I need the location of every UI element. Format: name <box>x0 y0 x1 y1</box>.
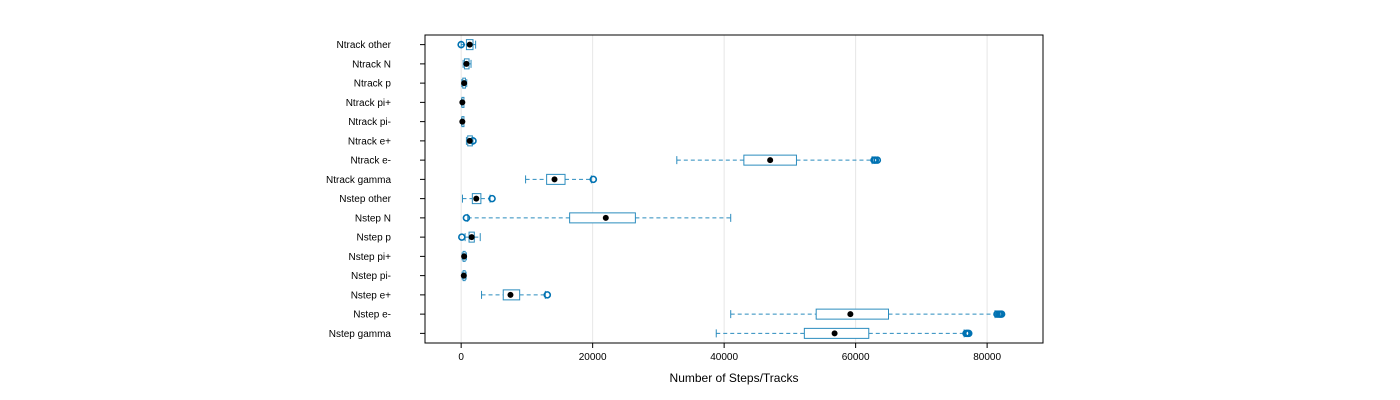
y-tick-label: Ntrack pi+ <box>346 98 391 109</box>
x-tick-labels: 0 20000 40000 60000 80000 <box>458 343 1001 363</box>
median-dot <box>459 118 466 125</box>
box-ntrack-e- <box>676 154 882 166</box>
median-dot <box>507 291 514 298</box>
median-dot <box>461 80 468 87</box>
outlier-point <box>589 175 598 184</box>
box-nstep-pi- <box>460 270 467 282</box>
outlier-point <box>543 291 552 299</box>
y-tick-label: Ntrack e- <box>350 156 391 167</box>
x-tick-label: 60000 <box>842 352 870 363</box>
median-dot <box>468 234 475 241</box>
y-tick-label: Ntrack pi- <box>348 117 391 128</box>
gridlines <box>460 35 988 343</box>
y-tick-labels: Nstep gamma Nstep e- Nstep e+ Nstep pi- Nste… <box>326 40 425 340</box>
box-nstep-pi- <box>461 250 468 262</box>
x-tick-label: 0 <box>458 352 464 363</box>
median-dot <box>473 195 480 202</box>
median-dot <box>767 157 774 164</box>
y-tick-label: Nstep other <box>339 194 391 205</box>
outlier-point <box>488 194 496 203</box>
y-tick-label: Nstep gamma <box>329 329 392 340</box>
plot-frame <box>424 34 1044 344</box>
x-tick-label: 80000 <box>973 352 1001 363</box>
box-ntrack-pi- <box>459 116 466 128</box>
y-tick-label: Ntrack e+ <box>348 136 391 147</box>
median-dot <box>847 311 854 318</box>
median-dot <box>602 214 609 221</box>
y-tick-label: Nstep e- <box>353 310 391 321</box>
box-ntrack-e- <box>465 135 477 147</box>
y-tick-label: Ntrack other <box>337 40 392 51</box>
median-dot <box>466 137 473 144</box>
y-tick-label: Nstep N <box>355 213 391 224</box>
y-tick-label: Nstep p <box>357 233 392 244</box>
box-nstep-other <box>461 193 496 205</box>
y-tick-label: Ntrack p <box>354 79 392 90</box>
box-ntrack-pi- <box>459 96 466 108</box>
box-nstep-n <box>462 212 732 224</box>
median-dot <box>461 253 468 260</box>
box-ntrack-p <box>461 77 468 89</box>
x-tick-label: 40000 <box>710 352 738 363</box>
median-dot <box>463 60 470 67</box>
median-dot <box>459 99 466 106</box>
outlier-point <box>457 40 465 49</box>
box-ntrack-other <box>457 39 477 51</box>
box-nstep-e- <box>481 289 552 301</box>
median-dot <box>460 272 467 279</box>
box-ntrack-gamma <box>525 173 598 185</box>
box-nstep-p <box>458 231 481 243</box>
outlier-point <box>462 214 471 222</box>
outlier-point <box>873 156 882 164</box>
boxes <box>457 39 1006 339</box>
outlier-point <box>964 329 973 338</box>
median-dot <box>831 330 838 337</box>
y-tick-label: Ntrack N <box>352 59 391 70</box>
outlier-point <box>997 310 1006 318</box>
y-tick-label: Nstep pi+ <box>348 252 391 263</box>
x-tick-label: 20000 <box>579 352 607 363</box>
box-ntrack-n <box>462 58 472 70</box>
y-tick-label: Nstep e+ <box>351 290 391 301</box>
y-tick-label: Ntrack gamma <box>326 175 391 186</box>
outlier-point <box>458 233 466 241</box>
box-iqr <box>569 212 636 224</box>
x-axis-title: Number of Steps/Tracks <box>670 371 799 385</box>
median-dot <box>551 176 558 183</box>
median-dot <box>466 41 473 48</box>
box-nstep-gamma <box>715 327 973 339</box>
box-nstep-e- <box>730 308 1006 320</box>
y-tick-label: Nstep pi- <box>351 271 391 282</box>
